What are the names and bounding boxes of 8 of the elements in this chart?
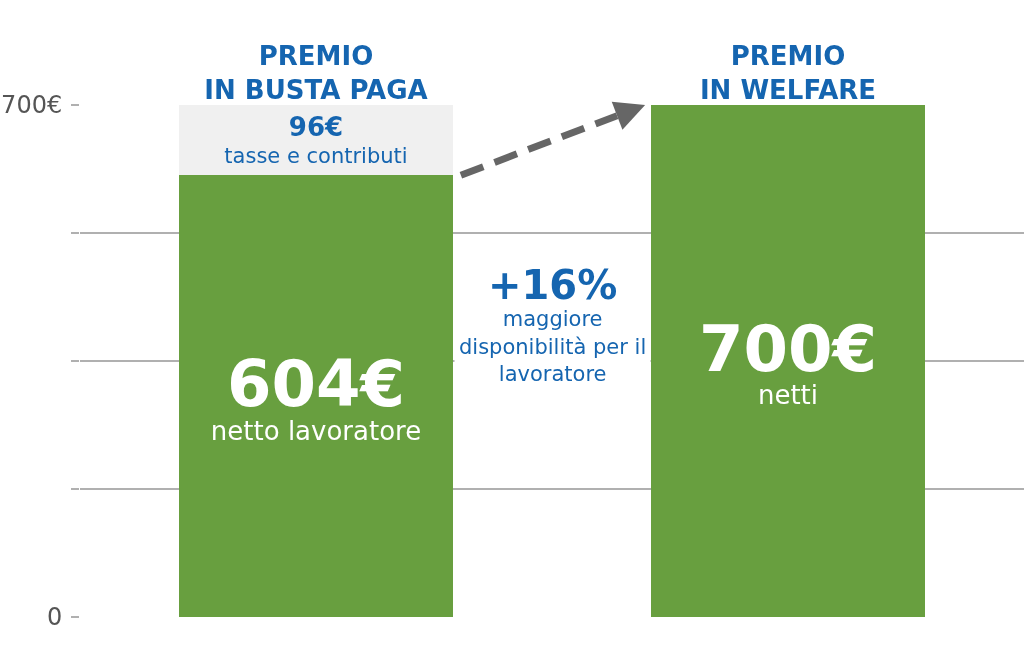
- data-label: 96€ tasse e contributi: [224, 111, 408, 169]
- annotation: +16% maggiore disponibilità per il lavoratore: [459, 262, 647, 386]
- x-tick-label: PREMIO IN BUSTA PAGA: [204, 41, 428, 105]
- x-tick-label: PREMIO IN WELFARE: [699, 41, 877, 105]
- y-tick-label: 0: [46, 603, 63, 632]
- data-label: 604€ netto lavoratore: [210, 346, 422, 446]
- data-label: 700€ netti: [698, 311, 878, 411]
- y-tick-label: 700€: [1, 91, 63, 120]
